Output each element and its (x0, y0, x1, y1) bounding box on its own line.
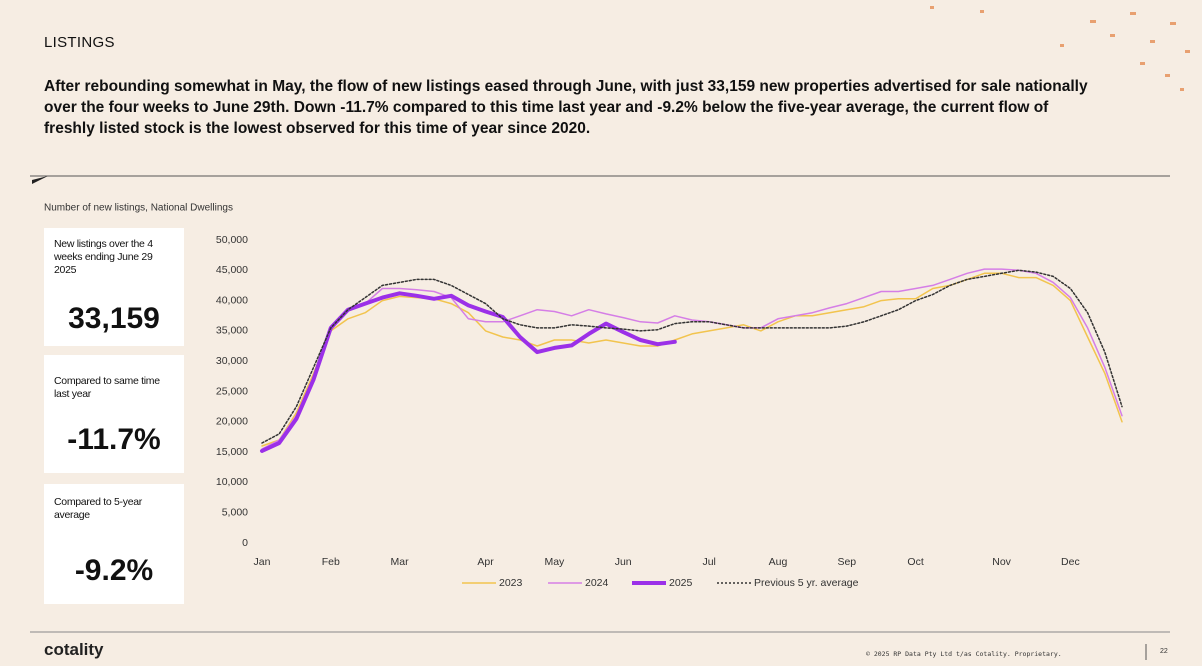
body-text: After rebounding somewhat in May, the fl… (44, 78, 1088, 137)
decoration (930, 6, 1190, 91)
card: Compared to 5-year average -9.2% (44, 484, 184, 604)
x-tick-label: Mar (391, 556, 410, 568)
legend-label: 2025 (669, 577, 693, 589)
divider-arrow (32, 176, 48, 184)
legend-label: 2023 (499, 577, 523, 589)
legend-label: Previous 5 yr. average (754, 577, 859, 589)
y-tick-label: 45,000 (216, 264, 248, 276)
y-tick-label: 0 (242, 537, 248, 549)
y-tick-label: 35,000 (216, 325, 248, 337)
y-tick-label: 25,000 (216, 385, 248, 397)
chart-title: Number of new listings, National Dwellin… (44, 203, 233, 214)
y-tick-label: 15,000 (216, 446, 248, 458)
y-tick-label: 40,000 (216, 294, 248, 306)
x-tick-label: Feb (322, 556, 340, 568)
y-tick-label: 30,000 (216, 355, 248, 367)
x-tick-label: Dec (1061, 556, 1080, 568)
card-label: New listings over the 4 weeks ending Jun… (54, 238, 153, 276)
card-label: Compared to 5-year average (54, 496, 142, 521)
x-tick-label: Apr (477, 556, 494, 568)
page-number: 22 (1160, 648, 1168, 655)
series-line (261, 272, 1123, 447)
series-line (261, 269, 1123, 444)
brand: cotality (44, 640, 104, 659)
legend-label: 2024 (585, 577, 609, 589)
card-value: 33,159 (68, 302, 160, 335)
x-tick-label: Nov (992, 556, 1011, 568)
card-label: Compared to same time last year (54, 375, 160, 400)
series-line (261, 268, 1123, 450)
x-tick-label: Jun (615, 556, 632, 568)
section-title: LISTINGS (44, 34, 115, 51)
card: New listings over the 4 weeks ending Jun… (44, 228, 184, 346)
y-tick-label: 5,000 (222, 506, 248, 518)
card-value: -11.7% (67, 423, 161, 456)
y-tick-label: 50,000 (216, 234, 248, 246)
copyright: © 2025 RP Data Pty Ltd t/as Cotality. Pr… (866, 650, 1062, 658)
series-line (260, 291, 677, 453)
x-tick-label: Sep (837, 556, 856, 568)
card: Compared to same time last year -11.7% (44, 355, 184, 473)
x-tick-label: Oct (907, 556, 923, 568)
x-tick-label: Jan (254, 556, 271, 568)
y-tick-label: 20,000 (216, 416, 248, 428)
x-tick-label: Aug (769, 556, 788, 568)
y-tick-label: 10,000 (216, 476, 248, 488)
x-tick-label: Jul (702, 556, 715, 568)
card-value: -9.2% (74, 554, 154, 587)
x-tick-label: May (544, 556, 565, 568)
